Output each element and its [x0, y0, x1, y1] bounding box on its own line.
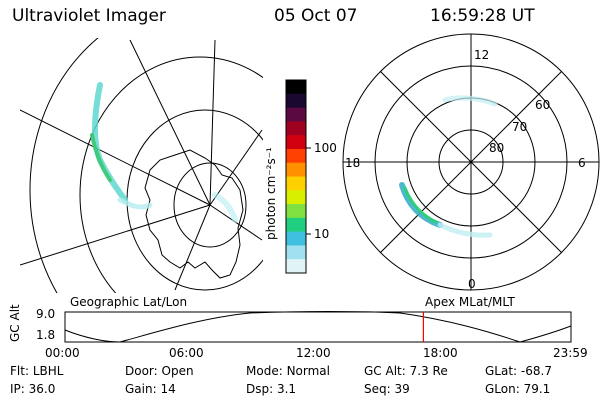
colorbar-segment — [286, 80, 306, 95]
altitude-xtick: 12:00 — [296, 346, 331, 360]
geo-lat-circle — [173, 162, 247, 248]
info-glat: GLat: -68.7 — [485, 364, 552, 378]
colorbar-segment — [286, 107, 306, 122]
altitude-xtick: 18:00 — [423, 346, 458, 360]
colorbar-tick-label: 100 — [314, 141, 337, 155]
altitude-ytick: 9.0 — [36, 307, 56, 321]
coastline — [144, 149, 244, 279]
polar-mlt-diag — [380, 71, 562, 253]
info-mode: Mode: Normal — [246, 364, 330, 378]
geo-lon-line — [20, 204, 211, 266]
info-ip: IP: 36.0 — [10, 382, 56, 396]
colorbar-segment — [286, 121, 306, 136]
mlat-label-80: 80 — [489, 141, 505, 155]
altitude-plot — [64, 311, 572, 343]
observation-time: 16:59:28 UT — [430, 6, 535, 26]
colorbar-unit-label: photon cm⁻²s⁻¹ — [264, 147, 278, 240]
colorbar-segment — [286, 135, 306, 150]
mlt-label-18: 18 — [345, 156, 361, 170]
altitude-xtick: 23:59 — [553, 346, 588, 360]
altitude-ytick: 1.8 — [36, 328, 56, 342]
info-filter: Flt: LBHL — [10, 364, 64, 378]
colorbar-segment — [286, 148, 306, 164]
altitude-ylabel: GC Alt — [8, 304, 22, 342]
mlat-label-70: 70 — [512, 120, 528, 134]
info-gc-alt: GC Alt: 7.3 Re — [364, 364, 448, 378]
colorbar-segment — [286, 190, 306, 205]
geographic-panel-label: Geographic Lat/Lon — [70, 295, 188, 309]
colorbar-segment — [286, 217, 306, 233]
mlat-label-60: 60 — [535, 98, 551, 112]
polar-panel-label: Apex MLat/MLT — [425, 295, 515, 309]
colorbar-segment — [286, 162, 306, 177]
colorbar-segment — [286, 204, 306, 219]
colorbar-segment — [286, 245, 306, 260]
mlt-label-0: 0 — [468, 277, 476, 291]
colorbar-segment — [286, 93, 306, 109]
geo-lon-line — [129, 39, 211, 206]
mlt-label-12: 12 — [474, 48, 490, 62]
geo-lon-line — [20, 109, 211, 206]
instrument-title: Ultraviolet Imager — [12, 6, 166, 26]
geo-lat-circle — [29, 38, 99, 293]
info-glon: GLon: 79.1 — [485, 382, 551, 396]
colorbar-frame — [285, 79, 307, 274]
polar-plot — [342, 33, 600, 291]
altitude-xtick: 00:00 — [45, 346, 80, 360]
info-seq: Seq: 39 — [364, 382, 410, 396]
geographic-map — [20, 38, 263, 293]
altitude-curve — [64, 311, 572, 343]
geo-lat-circle — [79, 56, 263, 293]
colorbar-segment — [286, 176, 306, 191]
altitude-xtick: 06:00 — [169, 346, 204, 360]
colorbar — [286, 80, 306, 274]
geo-lon-line — [209, 129, 263, 206]
geo-lon-line — [174, 204, 211, 291]
info-door: Door: Open — [125, 364, 194, 378]
info-gain: Gain: 14 — [125, 382, 176, 396]
colorbar-segment — [286, 231, 306, 246]
observation-date: 05 Oct 07 — [274, 6, 358, 26]
altitude-frame — [64, 311, 572, 343]
colorbar-segment — [286, 259, 306, 274]
geo-lon-line — [209, 39, 216, 206]
info-dsp: Dsp: 3.1 — [246, 382, 297, 396]
colorbar-tick-label: 10 — [314, 227, 330, 241]
mlt-label-6: 6 — [578, 156, 586, 170]
